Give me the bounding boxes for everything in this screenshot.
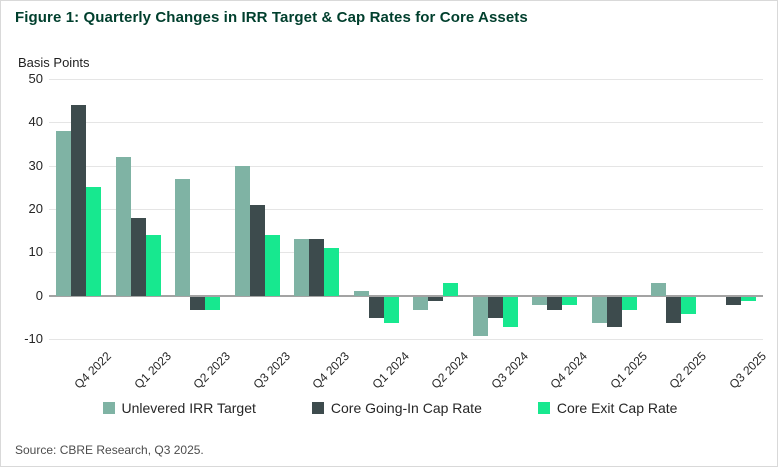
y-tick-label-50: 50: [28, 71, 43, 86]
bar-core-going-in-cap-rate-q2-2024: [428, 296, 444, 301]
x-axis-label-q3-2025: Q3 2025: [726, 349, 769, 392]
bar-core-exit-cap-rate-q4-2022: [86, 187, 102, 296]
gridline-40: [49, 122, 763, 124]
bar-unlevered-irr-target-q1-2023: [115, 157, 131, 296]
legend-swatch-icon: [102, 402, 115, 414]
zero-axis-line: [49, 294, 763, 297]
y-tick-label--10: -10: [24, 331, 43, 346]
bar-core-going-in-cap-rate-q1-2024: [368, 296, 384, 319]
bar-core-going-in-cap-rate-q3-2024: [487, 296, 503, 319]
bar-core-exit-cap-rate-q2-2025: [681, 296, 697, 314]
gridline--10: [49, 339, 763, 340]
bar-core-exit-cap-rate-q3-2024: [502, 296, 518, 327]
source-note: Source: CBRE Research, Q3 2025.: [15, 443, 204, 457]
legend-label: Core Going-In Cap Rate: [330, 400, 482, 416]
x-axis-label-q1-2024: Q1 2024: [369, 349, 412, 392]
bar-core-exit-cap-rate-q1-2023: [145, 235, 161, 296]
x-axis-label-q3-2023: Q3 2023: [250, 349, 293, 392]
bar-unlevered-irr-target-q4-2022: [56, 131, 72, 296]
x-axis-label-q1-2023: Q1 2023: [131, 349, 174, 392]
bar-core-going-in-cap-rate-q2-2025: [666, 296, 682, 323]
bar-unlevered-irr-target-q2-2025: [651, 282, 667, 296]
legend-label: Unlevered IRR Target: [121, 400, 256, 416]
gridline-20: [49, 209, 763, 210]
bar-core-exit-cap-rate-q1-2024: [383, 296, 399, 323]
bar-core-going-in-cap-rate-q1-2023: [130, 217, 146, 296]
x-axis-label-q2-2025: Q2 2025: [666, 349, 710, 392]
x-axis-label-q3-2024: Q3 2024: [488, 349, 531, 392]
chart-legend: Unlevered IRR Target Core Going-In Cap Ra…: [1, 400, 777, 416]
x-axis-label-q4-2023: Q4 2023: [309, 349, 353, 392]
bar-core-exit-cap-rate-q2-2024: [443, 282, 459, 296]
bar-unlevered-irr-target-q4-2024: [532, 296, 548, 306]
bar-unlevered-irr-target-q1-2025: [591, 296, 607, 323]
x-axis-label-q2-2023: Q2 2023: [190, 349, 234, 392]
y-axis-title: Basis Points: [18, 55, 90, 70]
gridline-50: [49, 79, 763, 80]
bar-core-going-in-cap-rate-q4-2022: [71, 105, 87, 296]
bar-unlevered-irr-target-q2-2024: [413, 296, 429, 310]
y-tick-label-10: 10: [28, 244, 43, 260]
bar-chart-plot-area: 50 40 30 20 10 0 -10 Q4 2022 Q1 2023 Q2 2023 Q3 20…: [24, 71, 769, 391]
bar-unlevered-irr-target-q3-2023: [234, 165, 250, 296]
gridline-30: [49, 165, 763, 167]
bar-core-going-in-cap-rate-q3-2023: [249, 204, 265, 296]
legend-label: Core Exit Cap Rate: [556, 400, 678, 416]
bar-unlevered-irr-target-q4-2023: [294, 239, 310, 296]
y-tick-label-40: 40: [28, 114, 43, 130]
bar-core-exit-cap-rate-q3-2025: [740, 296, 756, 301]
bar-core-exit-cap-rate-q4-2023: [324, 248, 340, 296]
legend-item-core-going-in-cap-rate: Core Going-In Cap Rate: [311, 400, 482, 416]
legend-item-core-exit-cap-rate: Core Exit Cap Rate: [537, 400, 678, 416]
y-tick-label-20: 20: [28, 201, 43, 216]
bar-core-going-in-cap-rate-q3-2025: [725, 296, 741, 306]
bar-core-going-in-cap-rate-q4-2024: [547, 296, 563, 310]
bar-core-going-in-cap-rate-q2-2023: [190, 296, 206, 310]
bar-core-exit-cap-rate-q4-2024: [562, 296, 578, 306]
x-axis-label-q4-2022: Q4 2022: [71, 349, 115, 392]
legend-swatch-icon: [537, 402, 550, 414]
bar-core-exit-cap-rate-q2-2023: [205, 296, 221, 310]
y-tick-label-0: 0: [35, 287, 43, 303]
bar-core-going-in-cap-rate-q4-2023: [309, 239, 325, 296]
x-axis-label-q2-2024: Q2 2024: [428, 349, 472, 392]
gridline-10: [49, 252, 763, 254]
bar-unlevered-irr-target-q2-2023: [175, 178, 191, 296]
y-tick-label-30: 30: [28, 157, 43, 173]
bar-core-exit-cap-rate-q3-2023: [264, 235, 280, 296]
x-axis-label-q4-2024: Q4 2024: [547, 349, 591, 392]
bar-unlevered-irr-target-q1-2024: [353, 291, 369, 296]
bar-core-going-in-cap-rate-q1-2025: [606, 296, 622, 327]
figure-title: Figure 1: Quarterly Changes in IRR Targe…: [15, 9, 528, 26]
bar-unlevered-irr-target-q3-2024: [472, 296, 488, 336]
bar-core-exit-cap-rate-q1-2025: [621, 296, 637, 310]
legend-item-unlevered-irr-target: Unlevered IRR Target: [102, 400, 256, 416]
legend-swatch-icon: [311, 402, 324, 414]
x-axis-label-q1-2025: Q1 2025: [607, 349, 650, 392]
